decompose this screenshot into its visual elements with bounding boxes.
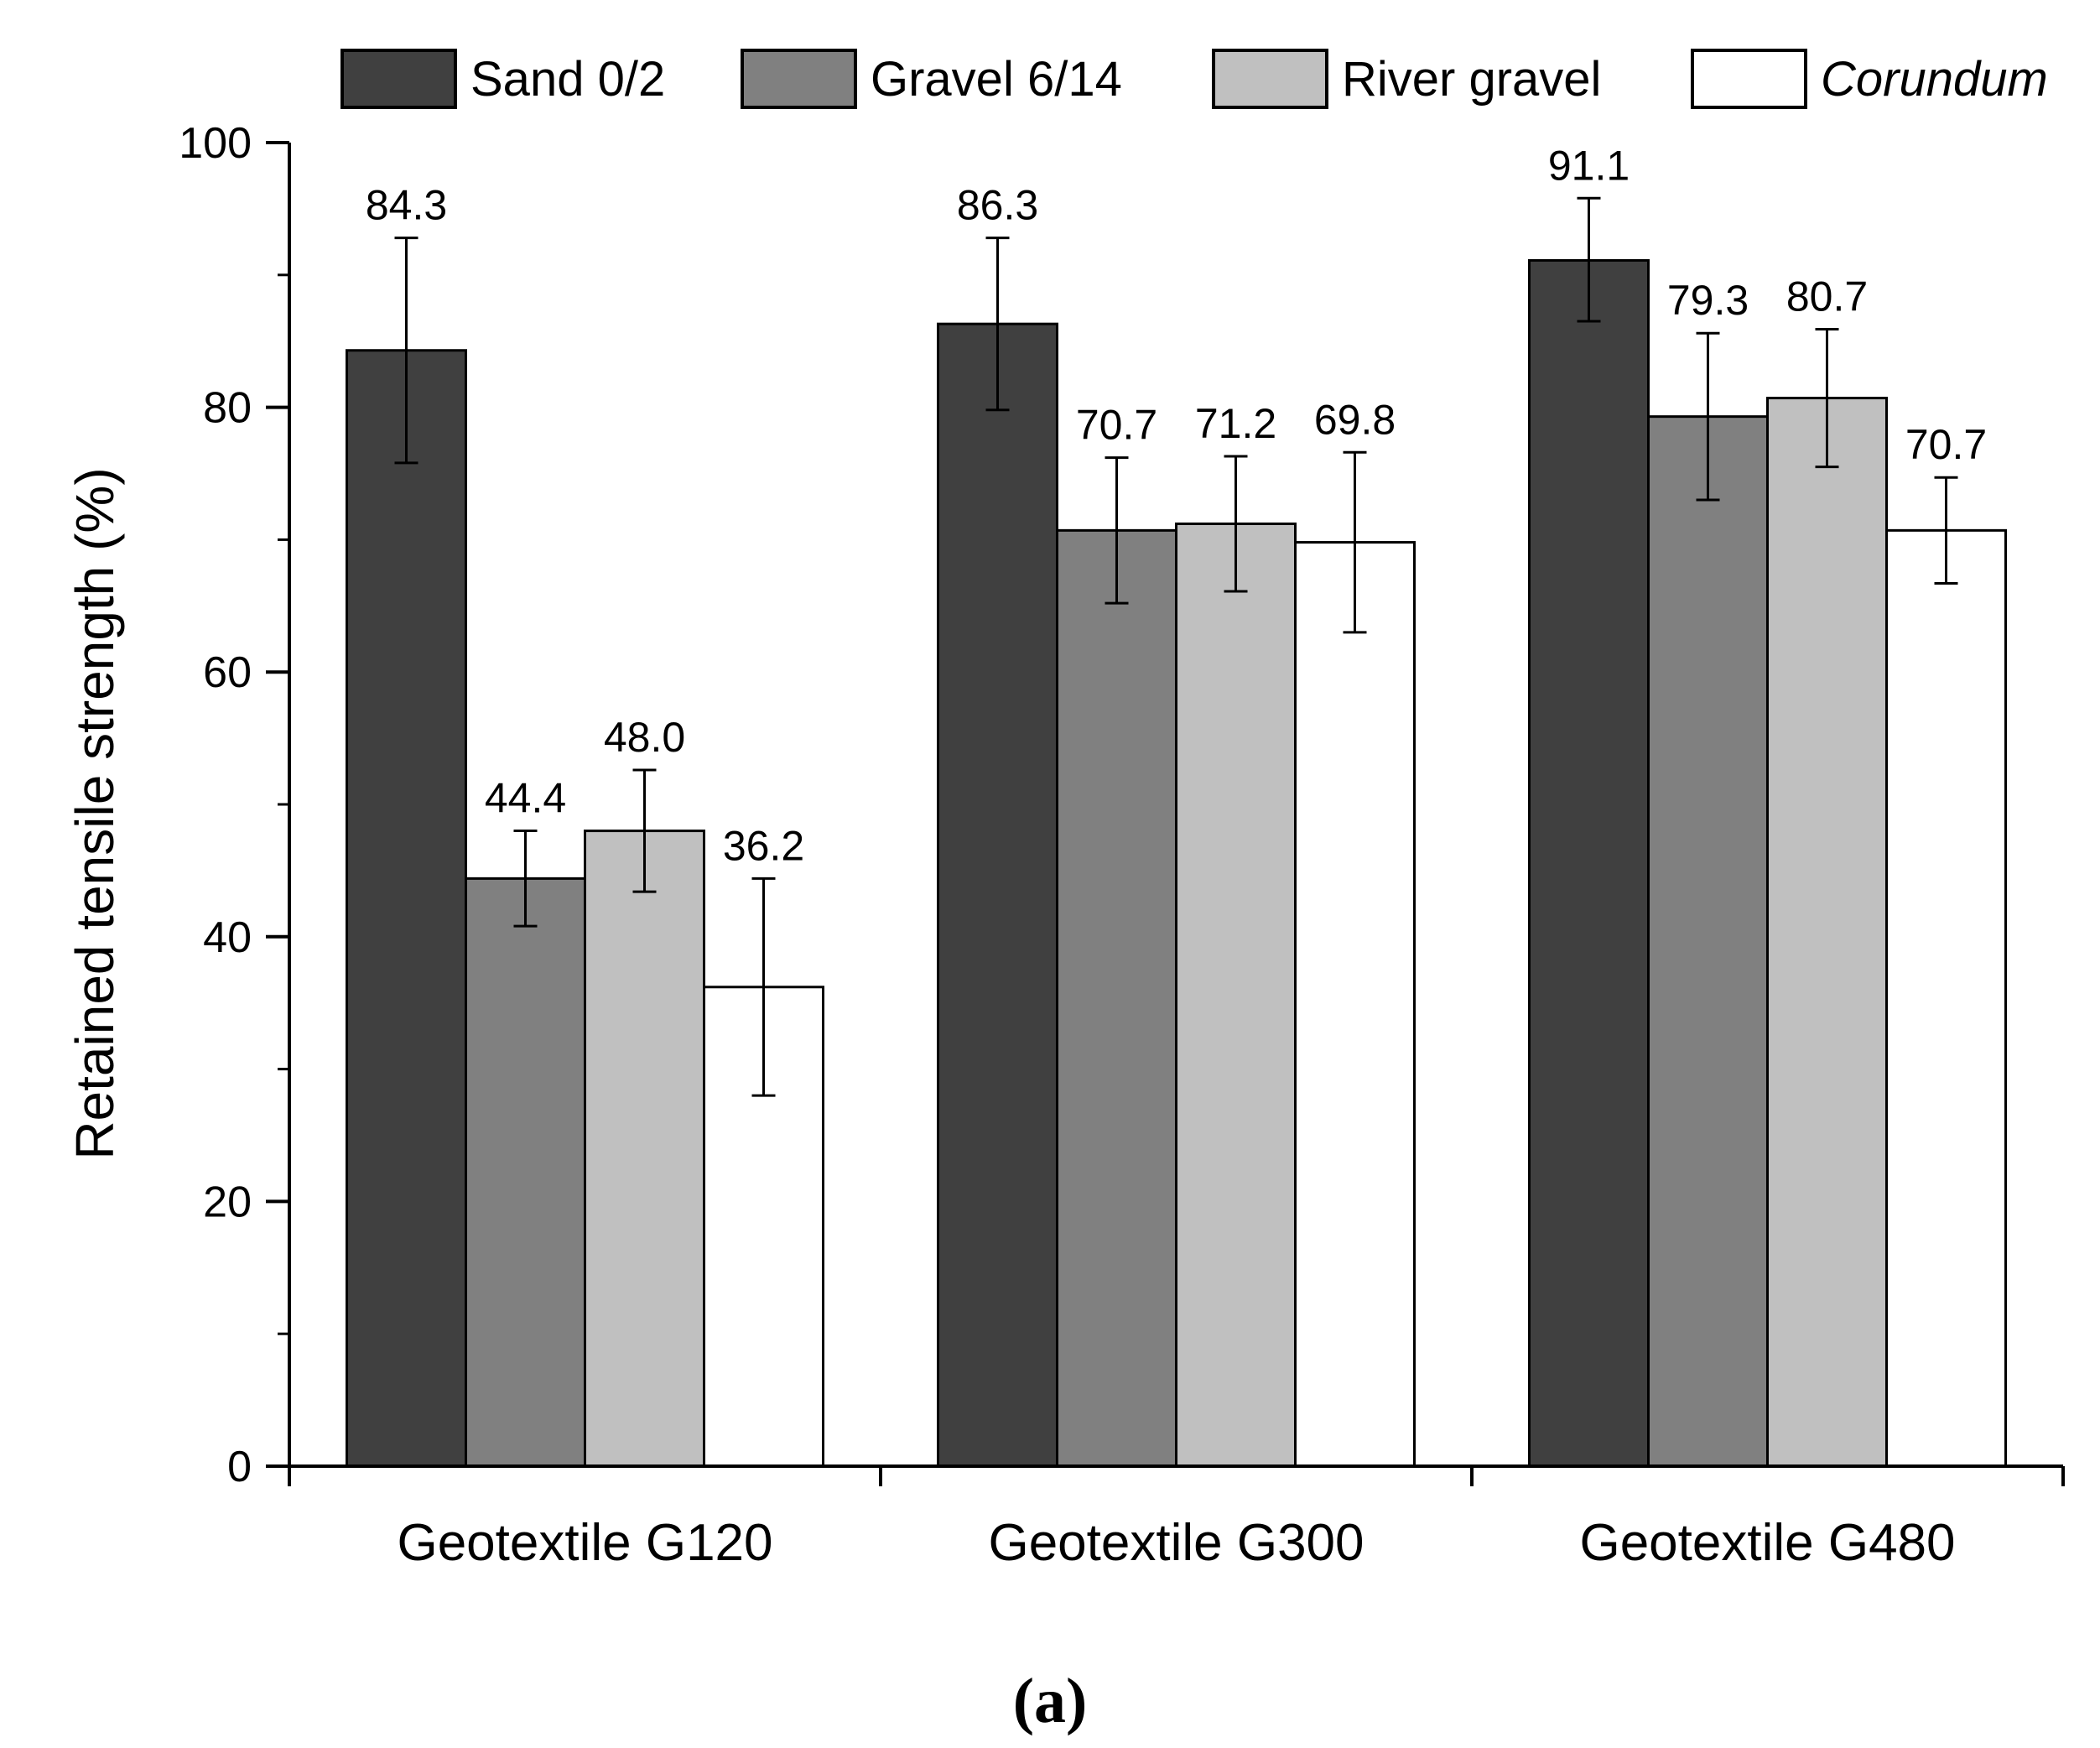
data-label: 70.7 xyxy=(1076,402,1157,449)
bar xyxy=(1885,528,2007,1468)
panel-label: (a) xyxy=(1012,1666,1088,1736)
data-label: 36.2 xyxy=(723,822,804,869)
axes-group: 0 20 40 60 80 100 Geotextile G120 Geotextile G3… xyxy=(179,119,2065,1572)
bar xyxy=(1766,397,1888,1468)
bar xyxy=(1647,415,1769,1468)
bar xyxy=(584,830,705,1468)
legend: Sand 0/2 Gravel 6/14 River gravel Corundum xyxy=(340,49,2048,109)
legend-label: River gravel xyxy=(1342,52,1601,107)
bar xyxy=(1294,541,1416,1468)
legend-swatch xyxy=(340,49,457,109)
data-labels-group: 84.3 86.3 91.1 44.4 70.7 79.3 48.0 71.2 80.7 36.2… xyxy=(366,142,1987,869)
y-tick-label: 100 xyxy=(179,119,252,168)
data-label: 80.7 xyxy=(1786,273,1868,320)
legend-swatch xyxy=(741,49,857,109)
legend-swatch xyxy=(1212,49,1328,109)
bar xyxy=(1056,528,1177,1468)
y-tick-label: 20 xyxy=(203,1178,252,1226)
bar xyxy=(1528,258,1650,1468)
legend-label: Corundum xyxy=(1821,52,2048,107)
y-tick-label: 40 xyxy=(203,913,252,962)
data-label: 44.4 xyxy=(485,775,566,822)
data-label: 69.8 xyxy=(1314,396,1396,443)
data-label: 91.1 xyxy=(1548,142,1630,189)
y-axis-label: Retained tensile strength (%) xyxy=(65,467,125,1159)
data-label: 79.3 xyxy=(1667,277,1749,324)
legend-swatch xyxy=(1691,49,1807,109)
y-tick-label: 60 xyxy=(203,648,252,697)
error-bars-group xyxy=(394,196,1958,1097)
data-label: 84.3 xyxy=(366,182,447,229)
bar xyxy=(465,877,586,1468)
bar xyxy=(346,349,467,1468)
data-label: 71.2 xyxy=(1195,400,1276,447)
data-label: 70.7 xyxy=(1905,421,1987,468)
x-tick-label: Geotextile G480 xyxy=(1579,1514,1955,1572)
y-tick-label: 80 xyxy=(203,384,252,433)
x-tick-label: Geotextile G120 xyxy=(397,1514,772,1572)
data-label: 48.0 xyxy=(604,714,685,761)
x-tick-label: Geotextile G300 xyxy=(988,1514,1364,1572)
data-label: 86.3 xyxy=(957,182,1038,229)
legend-label: Gravel 6/14 xyxy=(871,52,1122,107)
legend-label: Sand 0/2 xyxy=(470,52,665,107)
bar xyxy=(937,322,1058,1468)
bar xyxy=(1175,522,1297,1468)
y-tick-label: 0 xyxy=(227,1443,252,1491)
bars-group xyxy=(346,258,2007,1468)
